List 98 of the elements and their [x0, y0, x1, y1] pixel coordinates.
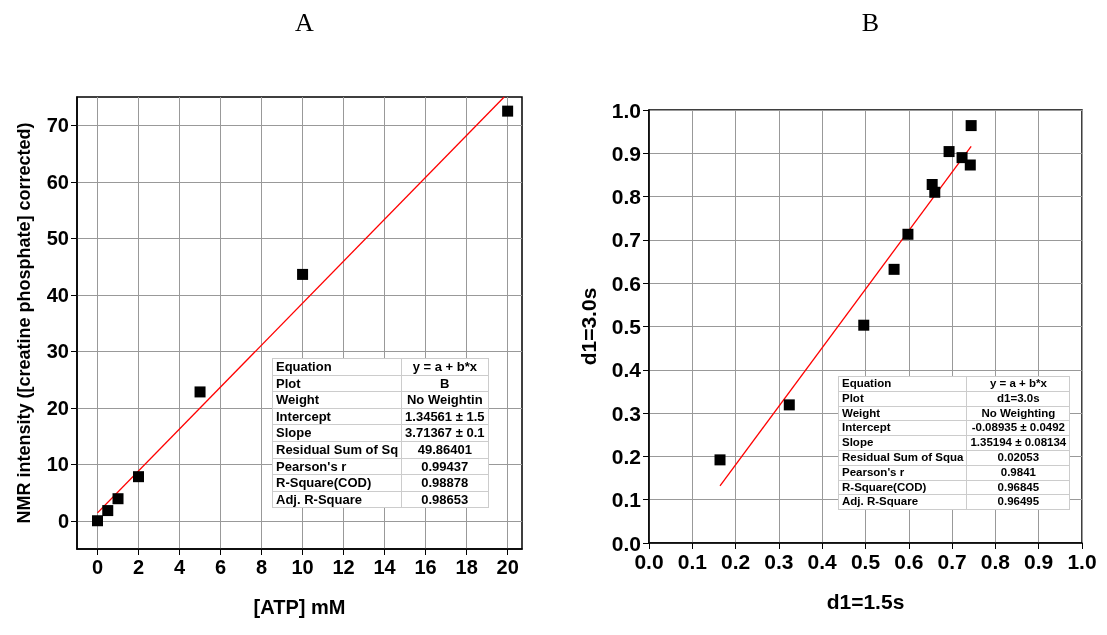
annotation: Pearson's r	[838, 465, 967, 481]
annotation: Plot	[272, 375, 402, 392]
point	[783, 399, 795, 411]
x-tick-label: 0.7	[937, 550, 967, 573]
point	[92, 515, 104, 527]
annotation: Intercept	[838, 420, 967, 436]
annotation: R-Square(COD)	[272, 474, 402, 492]
y-tick-label: 50	[46, 227, 69, 250]
point	[133, 471, 145, 483]
annotation: Equation	[838, 376, 967, 392]
x-tick-label: 0.6	[894, 550, 924, 573]
x-tick-label: 10	[291, 556, 314, 578]
y-tick-label: 30	[46, 340, 69, 363]
x-axis-title: [ATP] mM	[253, 596, 346, 618]
annotation: y = a + b*x	[401, 358, 488, 376]
chart-title: A	[295, 7, 315, 37]
annotation: 0.96495	[966, 494, 1070, 510]
point	[929, 186, 941, 198]
y-tick-label: 40	[46, 283, 69, 306]
x-tick-label: 20	[496, 556, 519, 578]
x-tick-label: 16	[414, 556, 437, 578]
annotation: 0.9841	[966, 465, 1070, 481]
x-tick-label: 0.1	[677, 550, 708, 573]
y-tick-label: 0.8	[611, 185, 642, 209]
x-tick-label: 4	[173, 556, 186, 578]
annotation: Slope	[838, 435, 967, 451]
annotation: 3.71367 ± 0.1	[401, 424, 488, 442]
x-tick-label: 18	[455, 556, 478, 578]
y-tick-label: 60	[46, 170, 69, 193]
x-tick-label: 8	[256, 556, 268, 578]
point	[943, 146, 955, 158]
point	[502, 105, 514, 117]
point	[956, 152, 968, 164]
x-tick-label: 12	[332, 556, 355, 578]
annotation: Residual Sum of Sq	[272, 441, 402, 459]
x-tick-label: 2	[132, 556, 145, 578]
annotation: y = a + b*x	[966, 376, 1070, 392]
point	[714, 454, 726, 466]
annotation: d1=3.0s	[966, 391, 1070, 407]
y-tick-label: 0.1	[611, 488, 642, 512]
x-tick-label: 0.3	[764, 550, 794, 573]
y-tick-label: 0	[57, 509, 69, 532]
annotation: 0.96845	[966, 480, 1070, 495]
point	[297, 268, 309, 280]
annotation: 1.35194 ± 0.08134	[966, 435, 1070, 451]
y-axis-title: d1=3.0s	[577, 287, 600, 366]
y-axis-title: NMR intensity ([creatine phosphate] corrected)	[14, 122, 34, 524]
point	[858, 319, 870, 331]
y-tick-label: 0.4	[611, 358, 642, 382]
x-tick-label: 0.2	[721, 550, 751, 573]
y-tick-label: 1.0	[611, 98, 641, 122]
point	[888, 263, 900, 275]
x-tick-label: 6	[214, 556, 227, 578]
point	[964, 159, 976, 171]
annotation: Residual Sum of Squa	[838, 450, 967, 466]
y-tick-label: 0.6	[611, 271, 641, 295]
annotation: Adj. R-Square	[272, 491, 402, 508]
annotation: Plot	[838, 391, 967, 407]
annotation: 0.98878	[401, 474, 488, 492]
y-tick-label: 0.7	[611, 228, 641, 252]
y-tick-label: 70	[46, 114, 69, 137]
y-tick-label: 0.2	[611, 444, 641, 468]
annotation: 1.34561 ± 1.5	[401, 408, 488, 425]
y-tick-label: 0.5	[611, 315, 642, 338]
annotation: Intercept	[272, 408, 402, 425]
annotation: Weight	[838, 406, 967, 421]
annotation: Weight	[272, 391, 402, 409]
annotation: Adj. R-Square	[838, 494, 967, 510]
y-tick-label: 0.3	[611, 401, 641, 425]
point	[902, 228, 914, 240]
x-axis-title: d1=1.5s	[826, 590, 905, 613]
x-tick-label: 1.0	[1067, 550, 1097, 573]
point	[194, 386, 206, 398]
x-tick-label: 0.5	[850, 550, 881, 573]
annotation: Slope	[272, 424, 402, 442]
annotation: B	[401, 375, 488, 392]
annotation: 0.02053	[966, 450, 1070, 466]
chart-title: B	[861, 7, 880, 37]
annotation: 0.99437	[401, 458, 488, 475]
annotation: 49.86401	[401, 441, 488, 459]
annotation: No Weightin	[401, 391, 488, 409]
annotation: No Weighting	[966, 406, 1070, 421]
annotation: Equation	[272, 358, 402, 376]
point	[965, 120, 977, 132]
x-tick-label: 0.9	[1024, 550, 1054, 573]
annotation: 0.98653	[401, 491, 488, 508]
point	[112, 493, 124, 505]
x-tick-label: 0.4	[807, 550, 838, 573]
x-tick-label: 14	[373, 556, 397, 578]
y-tick-label: 20	[46, 396, 69, 419]
y-tick-label: 0.9	[611, 141, 641, 165]
x-tick-label: 0	[91, 556, 104, 578]
annotation: R-Square(COD)	[838, 480, 967, 495]
annotation: -0.08935 ± 0.0492	[966, 420, 1070, 436]
annotation: Pearson's r	[272, 458, 402, 475]
y-tick-label: 10	[46, 453, 69, 476]
x-tick-label: 0.8	[980, 550, 1011, 573]
point	[102, 505, 114, 517]
